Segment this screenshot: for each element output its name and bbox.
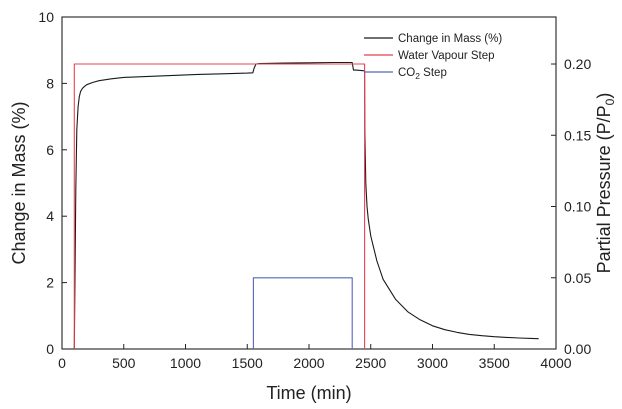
legend-label-co2-suffix: Step — [420, 67, 447, 79]
x-axis-title: Time (min) — [266, 383, 351, 403]
right-y-axis-title-subscript: 0 — [603, 98, 617, 105]
plot-frame — [61, 16, 557, 350]
series-layer — [73, 61, 539, 350]
legend: Change in Mass (%) Water Vapour Step CO2… — [364, 33, 502, 81]
right-y-tick-label: 0.00 — [564, 341, 591, 357]
x-tick-label: 1000 — [170, 355, 201, 371]
left-y-axis-title: Change in Mass (%) — [9, 101, 29, 264]
right-y-tick-label: 0.15 — [564, 127, 591, 143]
legend-label-mass: Change in Mass (%) — [398, 33, 502, 45]
right-y-tick-label: 0.20 — [564, 56, 591, 72]
left-y-tick-label: 4 — [46, 208, 54, 224]
left-y-tick-label: 2 — [46, 275, 54, 291]
left-y-tick-label: 6 — [46, 142, 54, 158]
legend-label-co2: CO2 Step — [398, 67, 447, 81]
left-y-tick-label: 10 — [38, 9, 54, 25]
x-axis-ticks: 0 500 1000 1500 2000 2500 3000 3500 4000 — [58, 344, 572, 371]
right-y-axis-title: Partial Pressure (P/P0) — [594, 93, 617, 274]
x-tick-label: 1500 — [232, 355, 263, 371]
x-tick-label: 2500 — [355, 355, 386, 371]
x-tick-label: 2000 — [293, 355, 324, 371]
water-vapour-step-line — [73, 63, 366, 349]
legend-label-co2-prefix: CO — [398, 67, 415, 79]
right-y-tick-label: 0.05 — [564, 270, 591, 286]
left-y-tick-label: 0 — [46, 341, 54, 357]
x-tick-label: 500 — [112, 355, 136, 371]
x-tick-label: 3000 — [417, 355, 448, 371]
left-y-tick-label: 8 — [46, 75, 54, 91]
right-y-axis-title-prefix: Partial Pressure (P/P — [594, 105, 614, 273]
x-tick-label: 3500 — [479, 355, 510, 371]
left-y-axis-ticks: 0 2 4 6 8 10 — [38, 9, 67, 357]
mass-series-line — [73, 61, 539, 350]
x-tick-label: 4000 — [540, 355, 571, 371]
right-y-axis-ticks: 0.00 0.05 0.10 0.15 0.20 — [551, 56, 591, 357]
right-y-tick-label: 0.10 — [564, 199, 591, 215]
x-tick-label: 0 — [58, 355, 66, 371]
co2-step-line — [252, 277, 353, 349]
legend-label-co2-subscript: 2 — [415, 71, 420, 81]
right-y-axis-title-suffix: ) — [594, 93, 614, 99]
legend-label-water: Water Vapour Step — [398, 50, 495, 62]
